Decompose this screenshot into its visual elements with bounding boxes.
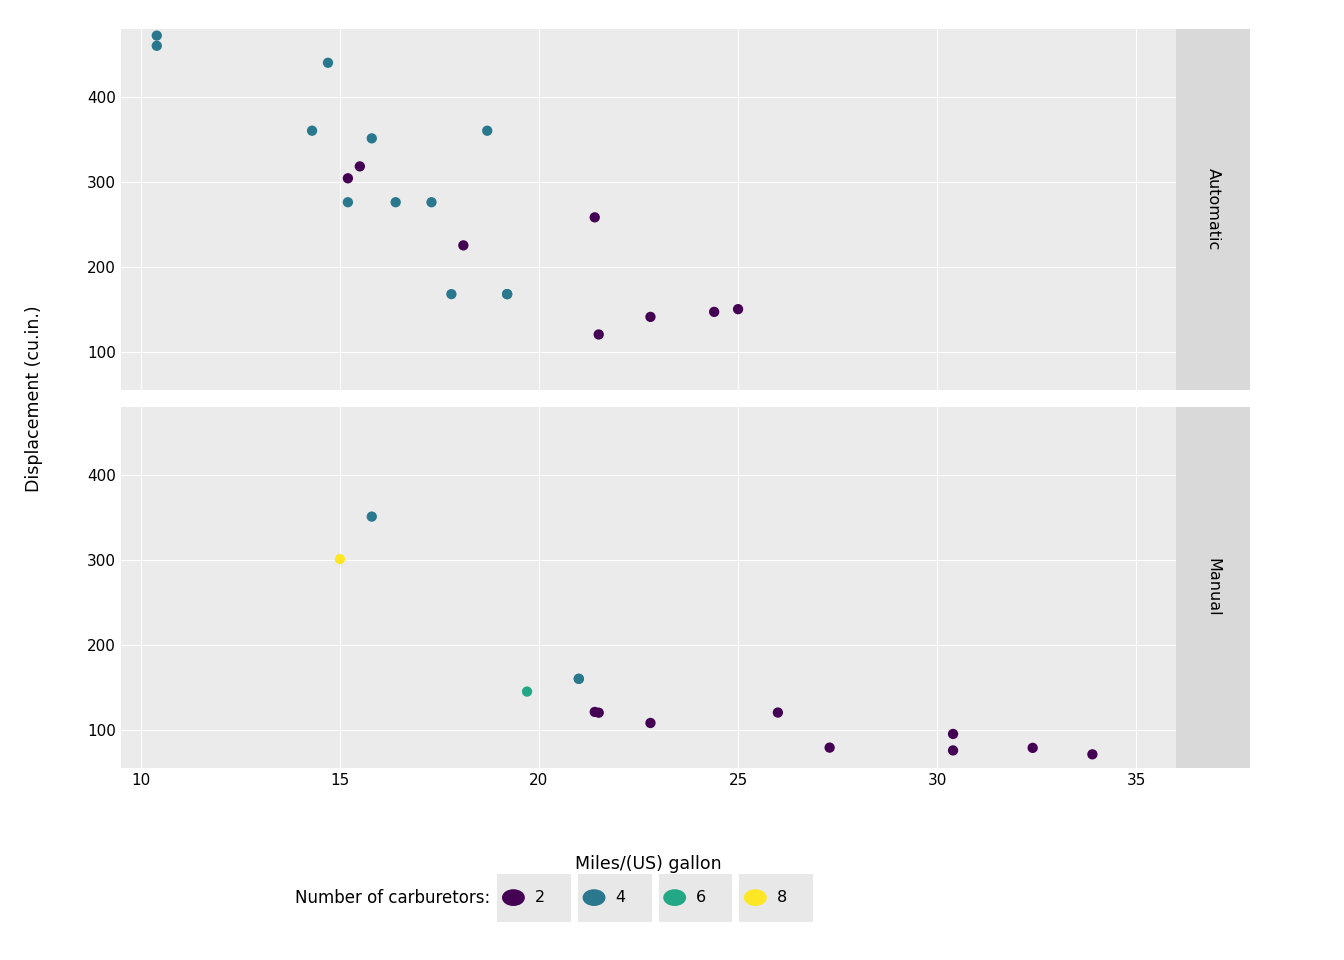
Point: [441, 286, 462, 301]
Text: Miles/(US) gallon: Miles/(US) gallon: [575, 855, 722, 873]
Text: Displacement (cu.in.): Displacement (cu.in.): [24, 305, 43, 492]
Point: [587, 705, 609, 720]
Point: [587, 326, 609, 342]
Point: [496, 286, 517, 301]
Text: 8: 8: [777, 890, 788, 905]
Point: [703, 304, 724, 320]
Point: [727, 301, 749, 317]
Point: [942, 727, 964, 742]
Text: Number of carburetors:: Number of carburetors:: [296, 889, 491, 906]
Point: [453, 238, 474, 253]
Point: [362, 509, 383, 524]
Point: [337, 195, 359, 210]
Point: [349, 158, 371, 174]
Point: [421, 195, 442, 210]
Point: [640, 309, 661, 324]
Point: [767, 705, 789, 720]
Point: [329, 551, 351, 566]
Point: [585, 705, 606, 720]
Point: [362, 131, 383, 146]
Point: [569, 671, 590, 686]
Point: [640, 715, 661, 731]
Text: Manual: Manual: [1206, 558, 1220, 617]
Text: 6: 6: [696, 890, 707, 905]
Point: [818, 740, 840, 756]
Point: [942, 743, 964, 758]
Point: [477, 123, 499, 138]
Text: 2: 2: [535, 890, 546, 905]
Point: [301, 123, 323, 138]
Point: [317, 55, 339, 70]
Point: [496, 286, 517, 301]
Point: [146, 28, 168, 43]
Text: 4: 4: [616, 890, 626, 905]
Point: [146, 38, 168, 54]
Point: [585, 209, 606, 225]
Point: [337, 171, 359, 186]
Point: [1082, 747, 1103, 762]
Point: [384, 195, 406, 210]
Point: [569, 671, 590, 686]
Point: [1021, 740, 1043, 756]
Point: [516, 684, 538, 699]
Text: Automatic: Automatic: [1206, 168, 1220, 251]
